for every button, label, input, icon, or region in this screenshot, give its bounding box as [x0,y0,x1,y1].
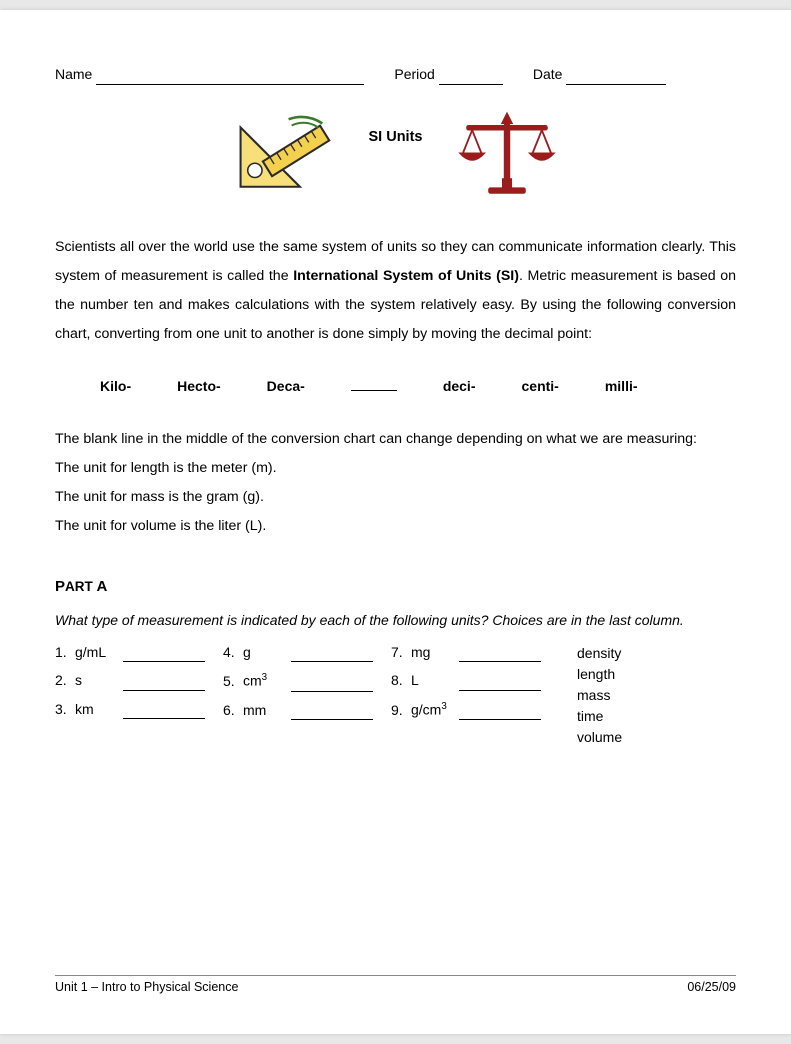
date-label: Date [533,65,563,85]
question-unit: mg [411,643,459,663]
answer-blank[interactable] [123,705,205,719]
question-unit: L [411,671,459,691]
answer-blank[interactable] [291,648,373,662]
body-line: The unit for length is the meter (m). [55,454,736,483]
prefix-deci: deci- [443,377,476,397]
question-row: 1.g/mL [55,643,205,663]
page-footer: Unit 1 – Intro to Physical Science 06/25… [55,975,736,997]
prefix-kilo: Kilo- [100,377,131,397]
question-row: 7.mg [391,643,541,663]
choices-column: densitylengthmasstimevolume [577,643,622,748]
answer-blank[interactable] [291,706,373,720]
prefix-row: Kilo- Hecto- Deca-deci-centi-milli- [100,377,736,397]
question-unit: g/mL [75,643,123,663]
question-number: 3. [55,700,75,720]
choice-time: time [577,706,622,727]
answer-blank[interactable] [291,678,373,692]
footer-right: 06/25/09 [687,979,736,997]
question-row: 6.mm [223,701,373,721]
base-unit-blank[interactable] [351,377,397,391]
intro-paragraph: Scientists all over the world use the sa… [55,233,736,349]
column-1: 1.g/mL2.s3.km [55,643,205,748]
question-row: 2.s [55,671,205,691]
choice-length: length [577,664,622,685]
question-number: 8. [391,671,411,691]
question-number: 7. [391,643,411,663]
title-row: SI Units [55,103,736,203]
answer-blank[interactable] [459,706,541,720]
column-2: 4.g5.cm36.mm [223,643,373,748]
balance-scale-icon [452,105,562,200]
name-blank[interactable] [96,71,364,85]
question-row: 3.km [55,700,205,720]
body-line: The unit for mass is the gram (g). [55,483,736,512]
body-line: The unit for volume is the liter (L). [55,512,736,541]
question-unit: g [243,643,291,663]
footer-left: Unit 1 – Intro to Physical Science [55,979,238,997]
question-number: 6. [223,701,243,721]
question-number: 4. [223,643,243,663]
question-number: 2. [55,671,75,691]
answer-blank[interactable] [459,648,541,662]
answer-blank[interactable] [123,677,205,691]
prefix-hecto: Hecto- [177,377,221,397]
period-label: Period [394,65,434,85]
question-number: 9. [391,701,411,721]
part-a-label: PART A [55,576,736,597]
question-unit: cm3 [243,671,291,691]
question-unit: g/cm3 [411,700,459,720]
prefix-milli: milli- [605,377,638,397]
question-number: 5. [223,672,243,692]
choice-density: density [577,643,622,664]
period-blank[interactable] [439,71,503,85]
choice-mass: mass [577,685,622,706]
answer-blank[interactable] [123,648,205,662]
question-unit: km [75,700,123,720]
body-text: The blank line in the middle of the conv… [55,425,736,541]
worksheet-page: Name Period Date [0,10,791,1034]
question-row: 9.g/cm3 [391,700,541,720]
date-blank[interactable] [566,71,666,85]
question-row: 8.L [391,671,541,691]
choice-volume: volume [577,727,622,748]
part-a-grid: 1.g/mL2.s3.km 4.g5.cm36.mm 7.mg8.L9.g/cm… [55,643,736,748]
question-unit: mm [243,701,291,721]
question-unit: s [75,671,123,691]
question-row: 5.cm3 [223,671,373,691]
ruler-triangle-icon [229,105,339,200]
prefix-centi: centi- [522,377,559,397]
header-line: Name Period Date [55,65,736,85]
answer-blank[interactable] [459,677,541,691]
name-label: Name [55,65,92,85]
question-row: 4.g [223,643,373,663]
prefix-deca: Deca- [267,377,305,397]
column-3: 7.mg8.L9.g/cm3 [391,643,541,748]
part-a-instructions: What type of measurement is indicated by… [55,611,736,631]
page-title: SI Units [369,127,423,147]
question-number: 1. [55,643,75,663]
body-line: The blank line in the middle of the conv… [55,425,736,454]
